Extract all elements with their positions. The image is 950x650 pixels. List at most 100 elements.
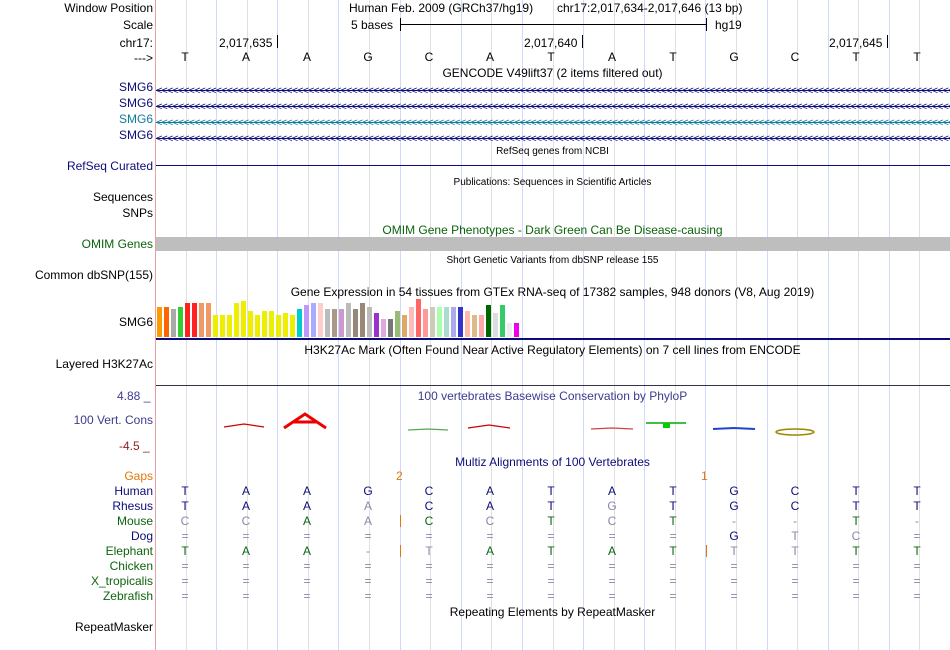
omim-track-label[interactable]: OMIM Genes (81, 237, 153, 251)
gtex-track-label[interactable]: SMG6 (118, 315, 153, 329)
gtex-tissue-bar[interactable] (220, 315, 225, 337)
gtex-tissue-bar[interactable] (276, 315, 281, 337)
species-label[interactable]: Elephant (105, 544, 153, 558)
gtex-tissue-bar[interactable] (374, 313, 379, 337)
gtex-tissue-bar[interactable] (227, 315, 232, 337)
alignment-base: = (303, 574, 311, 588)
dbsnp-track-label[interactable]: Common dbSNP(155) (34, 268, 153, 282)
h3k27ac-track-title[interactable]: H3K27Ac Mark (Often Found Near Active Re… (304, 343, 801, 357)
dbsnp-track-title[interactable]: Short Genetic Variants from dbSNP releas… (446, 255, 659, 266)
gtex-tissue-bar[interactable] (493, 313, 498, 337)
gtex-tissue-bar[interactable] (472, 315, 477, 337)
phylop-track-title[interactable]: 100 vertebrates Basewise Conservation by… (417, 389, 688, 403)
gtex-tissue-bar[interactable] (353, 309, 358, 337)
gtex-tissue-bar[interactable] (311, 303, 316, 337)
gtex-tissue-bar[interactable] (171, 309, 176, 337)
repeatmasker-track-title[interactable]: Repeating Elements by RepeatMasker (449, 605, 656, 619)
refseq-track-title[interactable]: RefSeq genes from NCBI (496, 146, 609, 157)
species-label[interactable]: Chicken (109, 559, 153, 573)
gtex-bar-chart[interactable] (157, 299, 537, 337)
gtex-tissue-bar[interactable] (367, 307, 372, 337)
gtex-tissue-bar[interactable] (458, 307, 463, 337)
h3k27ac-track-label[interactable]: Layered H3K27Ac (55, 357, 153, 371)
gencode-transcript-label[interactable]: SMG6 (118, 96, 153, 110)
gtex-tissue-bar[interactable] (402, 315, 407, 337)
gtex-tissue-bar[interactable] (192, 303, 197, 337)
gtex-tissue-bar[interactable] (185, 303, 190, 337)
gtex-tissue-bar[interactable] (297, 309, 302, 337)
gtex-tissue-bar[interactable] (395, 311, 400, 337)
alignment-base: T (913, 499, 921, 513)
gtex-tissue-bar[interactable] (409, 307, 414, 337)
species-label[interactable]: Rhesus (112, 499, 153, 513)
gencode-transcript-label[interactable]: SMG6 (118, 80, 153, 94)
gtex-tissue-bar[interactable] (234, 303, 239, 337)
gtex-tissue-bar[interactable] (318, 303, 323, 337)
gencode-transcript-line[interactable]: <<<<<<<<<<<<<<<<<<<<<<<<<<<<<<<<<<<<<<<<… (156, 102, 950, 112)
species-label[interactable]: Zebrafish (102, 589, 153, 603)
phylop-track-label[interactable]: 100 Vert. Cons (73, 413, 153, 427)
gtex-tissue-bar[interactable] (514, 323, 519, 337)
gtex-tissue-bar[interactable] (206, 303, 211, 337)
gtex-tissue-bar[interactable] (255, 315, 260, 337)
gtex-tissue-bar[interactable] (304, 305, 309, 337)
omim-track-title[interactable]: OMIM Gene Phenotypes - Dark Green Can Be… (382, 223, 723, 237)
gtex-tissue-bar[interactable] (381, 319, 386, 337)
position-text[interactable]: chr17:2,017,634-2,017,646 (13 bp) (557, 1, 743, 15)
refseq-gene-line[interactable] (156, 165, 950, 166)
gencode-transcript-label[interactable]: SMG6 (118, 128, 153, 142)
gtex-tissue-bar[interactable] (444, 307, 449, 337)
gtex-tissue-bar[interactable] (213, 315, 218, 337)
alignment-base: = (669, 529, 677, 543)
gencode-transcript-line[interactable]: <<<<<<<<<<<<<<<<<<<<<<<<<<<<<<<<<<<<<<<<… (156, 134, 950, 144)
gencode-transcript-line[interactable]: <<<<<<<<<<<<<<<<<<<<<<<<<<<<<<<<<<<<<<<<… (156, 86, 950, 96)
gencode-track-title[interactable]: GENCODE V49lift37 (2 items filtered out) (442, 66, 663, 80)
species-label[interactable]: Human (114, 484, 153, 498)
gencode-transcript-line[interactable]: <<<<<<<<<<<<<<<<<<<<<<<<<<<<<<<<<<<<<<<<… (156, 118, 950, 128)
gtex-tissue-bar[interactable] (339, 309, 344, 337)
gtex-tissue-bar[interactable] (416, 299, 421, 337)
gtex-tissue-bar[interactable] (507, 323, 512, 337)
gtex-tissue-bar[interactable] (360, 303, 365, 337)
publications-track-title[interactable]: Publications: Sequences in Scientific Ar… (453, 177, 652, 188)
gtex-tissue-bar[interactable] (199, 303, 204, 337)
alignment-base: A (485, 499, 494, 513)
gtex-tissue-bar[interactable] (430, 307, 435, 337)
gencode-transcript-label[interactable]: SMG6 (118, 112, 153, 126)
species-label[interactable]: Dog (130, 529, 153, 543)
multiz-track-title[interactable]: Multiz Alignments of 100 Vertebrates (455, 455, 650, 469)
gtex-tissue-bar[interactable] (451, 307, 456, 337)
alignment-base: C (851, 529, 861, 543)
refseq-track-label[interactable]: RefSeq Curated (66, 159, 153, 173)
gtex-tissue-bar[interactable] (325, 309, 330, 337)
omim-gene-bar[interactable] (156, 237, 950, 251)
gtex-tissue-bar[interactable] (241, 301, 246, 337)
alignment-base: = (730, 574, 738, 588)
species-label[interactable]: Mouse (116, 514, 153, 528)
gtex-tissue-bar[interactable] (164, 307, 169, 337)
snps-track-label[interactable]: SNPs (122, 206, 153, 220)
gtex-tissue-bar[interactable] (388, 319, 393, 337)
gtex-tissue-bar[interactable] (437, 307, 442, 337)
scale-text: 5 bases (351, 18, 394, 32)
gtex-tissue-bar[interactable] (465, 311, 470, 337)
gtex-tissue-bar[interactable] (269, 311, 274, 337)
species-label[interactable]: X_tropicalis (90, 574, 153, 588)
gtex-tissue-bar[interactable] (486, 305, 491, 337)
gtex-tissue-bar[interactable] (500, 305, 505, 337)
repeatmasker-track-label[interactable]: RepeatMasker (74, 620, 153, 634)
gtex-tissue-bar[interactable] (283, 313, 288, 337)
gtex-tissue-bar[interactable] (290, 315, 295, 337)
gtex-tissue-bar[interactable] (178, 307, 183, 337)
alignment-base: A (241, 484, 250, 498)
gtex-tissue-bar[interactable] (248, 311, 253, 337)
sequences-track-label[interactable]: Sequences (92, 190, 153, 204)
gtex-track-title[interactable]: Gene Expression in 54 tissues from GTEx … (290, 285, 815, 299)
gtex-tissue-bar[interactable] (157, 307, 162, 337)
gtex-tissue-bar[interactable] (262, 311, 267, 337)
gtex-tissue-bar[interactable] (332, 309, 337, 337)
gtex-tissue-bar[interactable] (479, 315, 484, 337)
gtex-tissue-bar[interactable] (346, 303, 351, 337)
phylop-logo-graph[interactable] (156, 405, 950, 440)
gtex-tissue-bar[interactable] (423, 309, 428, 337)
